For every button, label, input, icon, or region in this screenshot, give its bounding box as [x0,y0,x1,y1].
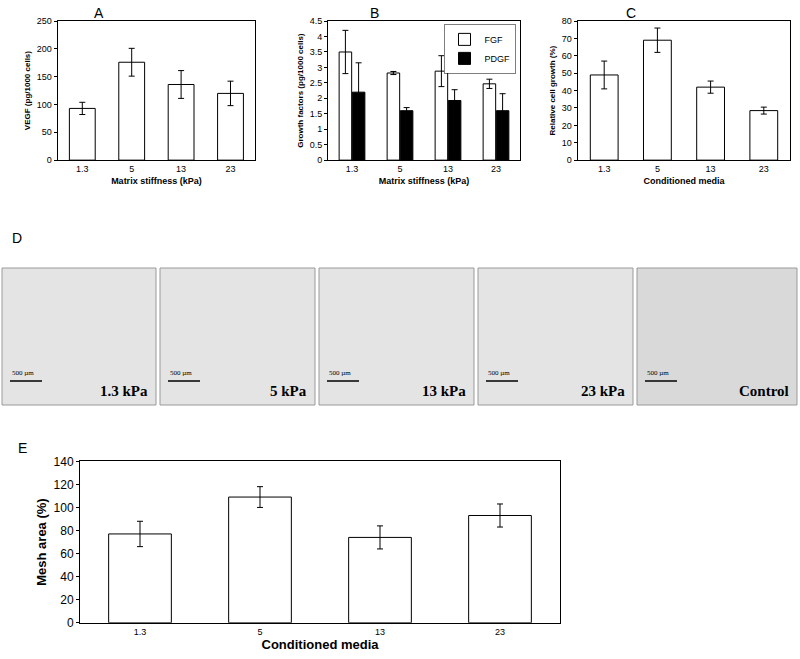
svg-text:120: 120 [54,478,74,492]
svg-text:0.5: 0.5 [310,140,323,150]
svg-text:40: 40 [60,570,74,584]
svg-text:20: 20 [60,593,74,607]
svg-text:2.5: 2.5 [310,78,323,88]
svg-text:FGF: FGF [485,35,503,45]
svg-text:13: 13 [706,164,716,174]
svg-text:0: 0 [67,616,74,630]
svg-text:5: 5 [655,164,660,174]
svg-text:D: D [12,230,22,246]
svg-text:500 µm: 500 µm [170,369,192,377]
svg-text:10: 10 [562,138,572,148]
svg-text:Matrix stiffness (kPa): Matrix stiffness (kPa) [379,176,470,186]
svg-text:70: 70 [562,34,572,44]
svg-text:A: A [94,5,104,21]
svg-text:500 µm: 500 µm [329,369,351,377]
svg-text:50: 50 [42,127,52,137]
svg-text:3: 3 [317,63,322,73]
svg-text:PDGF: PDGF [485,54,511,64]
svg-text:5: 5 [397,164,402,174]
svg-text:0: 0 [317,155,322,165]
svg-text:100: 100 [54,501,74,515]
svg-text:1.3: 1.3 [346,164,359,174]
svg-text:Mesh area (%): Mesh area (%) [34,498,49,585]
svg-text:40: 40 [562,86,572,96]
svg-text:5: 5 [129,164,134,174]
svg-text:Matrix stiffness (kPa): Matrix stiffness (kPa) [111,176,202,186]
svg-text:1.5: 1.5 [310,109,323,119]
svg-text:13: 13 [375,627,385,637]
svg-text:Growth factors (pg/1000 cells): Growth factors (pg/1000 cells) [296,33,305,148]
svg-text:4.5: 4.5 [310,16,323,26]
svg-text:B: B [370,5,379,21]
svg-text:C: C [626,5,636,21]
svg-text:50: 50 [562,68,572,78]
svg-text:23 kPa: 23 kPa [581,383,625,399]
svg-text:13: 13 [176,164,186,174]
svg-text:Conditioned media: Conditioned media [644,176,726,186]
svg-text:13 kPa: 13 kPa [422,383,466,399]
svg-text:3.5: 3.5 [310,47,323,57]
svg-text:80: 80 [562,16,572,26]
svg-text:Control: Control [739,383,789,399]
svg-text:250: 250 [37,16,52,26]
svg-text:23: 23 [759,164,769,174]
svg-text:60: 60 [60,547,74,561]
svg-text:500 µm: 500 µm [488,369,510,377]
svg-text:140: 140 [54,455,74,469]
svg-text:Relative cell growth (%): Relative cell growth (%) [548,45,557,135]
svg-text:4: 4 [317,32,322,42]
svg-text:13: 13 [443,164,453,174]
svg-text:500 µm: 500 µm [12,369,34,377]
svg-text:23: 23 [225,164,235,174]
svg-text:VEGF (pg/1000 cells): VEGF (pg/1000 cells) [23,51,32,130]
svg-text:150: 150 [37,72,52,82]
svg-text:2: 2 [317,93,322,103]
svg-text:1.3: 1.3 [76,164,89,174]
svg-text:0: 0 [47,155,52,165]
svg-text:60: 60 [562,51,572,61]
svg-text:1.3: 1.3 [598,164,611,174]
svg-text:0: 0 [567,155,572,165]
svg-text:500 µm: 500 µm [647,369,669,377]
svg-text:23: 23 [491,164,501,174]
svg-text:100: 100 [37,100,52,110]
svg-text:1.3: 1.3 [134,627,147,637]
svg-text:1.3 kPa: 1.3 kPa [100,383,148,399]
svg-text:1: 1 [317,124,322,134]
svg-text:E: E [18,440,27,456]
svg-text:5 kPa: 5 kPa [270,383,307,399]
svg-text:Conditioned media: Conditioned media [262,637,380,652]
svg-text:80: 80 [60,524,74,538]
svg-text:30: 30 [562,103,572,113]
svg-text:200: 200 [37,44,52,54]
svg-text:20: 20 [562,121,572,131]
svg-text:5: 5 [257,627,262,637]
svg-text:23: 23 [495,627,505,637]
